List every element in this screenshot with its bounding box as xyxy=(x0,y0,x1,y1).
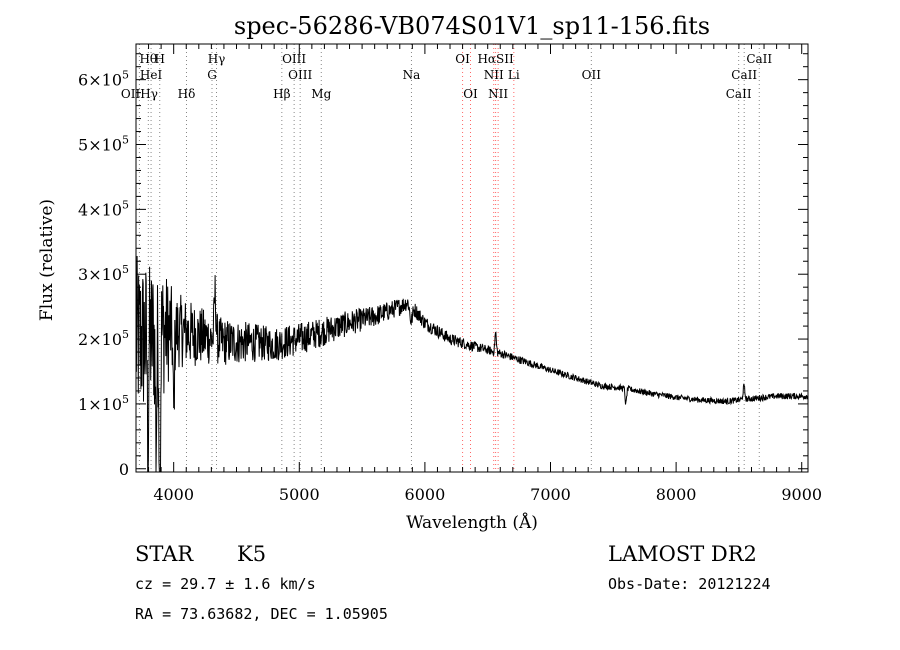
line-label-9: OIII xyxy=(288,68,312,82)
y-tick-label-6: 6×105 xyxy=(78,69,129,90)
line-label-11: NII xyxy=(484,68,504,82)
object-subclass: K5 xyxy=(237,542,267,566)
line-label-6: CaII xyxy=(746,52,772,66)
spectral-line-markers xyxy=(138,44,760,472)
observation-date: Obs-Date: 20121224 xyxy=(608,575,771,593)
line-label-15: OIIHγ xyxy=(121,87,158,101)
axis-ticks xyxy=(135,44,808,472)
plot-frame xyxy=(135,43,809,473)
redshift-value: cz = 29.7 ± 1.6 km/s xyxy=(135,575,316,593)
y-tick-label-5: 5×105 xyxy=(78,134,129,155)
line-label-5: HαSII xyxy=(477,52,514,66)
line-label-4: OI xyxy=(455,52,470,66)
line-label-7: HeI xyxy=(140,68,163,82)
line-label-1: H xyxy=(155,52,165,66)
line-label-10: Na xyxy=(403,68,421,82)
x-axis-label: Wavelength (Å) xyxy=(406,512,538,533)
line-label-12: Li xyxy=(508,68,520,82)
survey-name: LAMOST DR2 xyxy=(608,542,757,566)
line-label-2: Hγ xyxy=(208,52,226,66)
y-tick-label-3: 3×105 xyxy=(78,263,129,284)
x-tick-label-2: 6000 xyxy=(405,485,446,504)
y-tick-label-4: 4×105 xyxy=(78,198,129,219)
line-label-16: Hδ xyxy=(178,87,196,101)
line-label-18: Mg xyxy=(311,87,331,101)
y-tick-label-2: 2×105 xyxy=(78,328,129,349)
object-class: STAR xyxy=(135,542,194,566)
x-tick-label-5: 9000 xyxy=(781,485,822,504)
x-tick-label-1: 5000 xyxy=(279,485,320,504)
y-axis-label: Flux (relative) xyxy=(37,199,57,321)
line-label-3: OIII xyxy=(282,52,306,66)
line-label-0: Hθ xyxy=(139,52,157,66)
line-label-13: OII xyxy=(582,68,602,82)
chart-title: spec-56286-VB074S01V1_sp11-156.fits xyxy=(234,12,710,40)
x-tick-label-3: 7000 xyxy=(530,485,571,504)
line-label-8: G xyxy=(207,68,217,82)
line-label-17: Hβ xyxy=(273,87,290,101)
y-tick-labels: 0 1×105 2×105 3×105 4×105 5×105 6×105 xyxy=(78,69,129,479)
coordinates: RA = 73.63682, DEC = 1.05905 xyxy=(135,605,388,623)
series-flux-line xyxy=(135,255,809,473)
line-label-14: CaII xyxy=(731,68,757,82)
y-tick-label-0: 0 xyxy=(119,460,129,479)
x-tick-labels: 4000 5000 6000 7000 8000 9000 xyxy=(153,485,822,504)
line-label-21: CaII xyxy=(726,87,752,101)
y-tick-label-1: 1×105 xyxy=(78,393,129,414)
line-label-19: OI xyxy=(463,87,478,101)
line-label-20: NII xyxy=(488,87,508,101)
x-tick-label-0: 4000 xyxy=(153,485,194,504)
x-tick-label-4: 8000 xyxy=(656,485,697,504)
